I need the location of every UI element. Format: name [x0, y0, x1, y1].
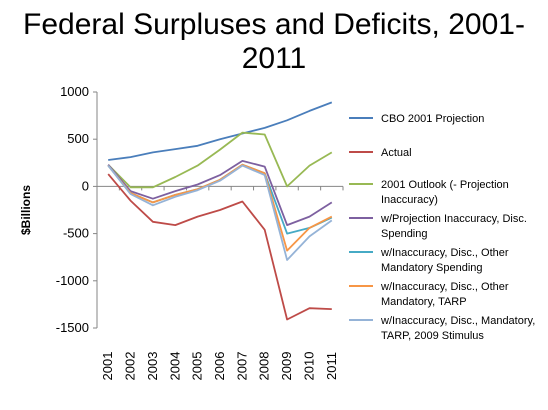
- series-line: [108, 101, 333, 161]
- x-tick-label: 2005: [190, 352, 205, 381]
- series-line: [107, 159, 333, 227]
- legend-entry-label: w/Inaccuracy, Disc., Mandatory, TARP, 200…: [380, 315, 535, 342]
- chart-axes: 1000 500 0 -500 -1000 -1500 2001 2002 2003 2004 20…: [19, 84, 344, 381]
- x-tick-label: 2008: [257, 352, 272, 381]
- legend-entry-label: CBO 2001 Projection: [381, 113, 484, 125]
- x-tick-label: 2009: [279, 352, 294, 381]
- x-tick-label: 2010: [301, 352, 316, 381]
- legend-entry-label: 2001 Outlook (- Projection Inaccuracy): [381, 179, 509, 206]
- legend-entry-label: w/Inaccuracy, Disc., Other Mandatory Spen…: [380, 247, 509, 274]
- y-axis-label: $Billions: [19, 185, 33, 235]
- chart-title: Federal Surpluses and Deficits, 2001-201…: [23, 8, 525, 75]
- series-layer: [107, 101, 333, 321]
- x-tick-label: 2003: [145, 352, 160, 381]
- x-tick-label: 2006: [212, 352, 227, 381]
- y-tick-label: -1500: [56, 320, 89, 335]
- series-line: [107, 164, 333, 261]
- y-tick-label: -1000: [56, 273, 89, 288]
- x-tick-label: 2007: [234, 352, 249, 381]
- series-line: [107, 173, 332, 321]
- y-tick-label: 1000: [60, 84, 89, 99]
- x-tick-label: 2002: [123, 352, 138, 381]
- legend-entry-label: w/Inaccuracy, Disc., Other Mandatory, TAR…: [380, 281, 509, 308]
- y-tick-label: 500: [67, 131, 89, 146]
- legend-entry-label: w/Projection Inaccuracy, Disc. Spending: [380, 213, 527, 240]
- x-tick-label: 2004: [167, 352, 182, 381]
- x-tick-label: 2011: [324, 352, 339, 380]
- series-line: [107, 131, 333, 189]
- series-line: [107, 163, 333, 252]
- legend-entry-label: Actual: [381, 147, 412, 159]
- x-tick-label: 2001: [100, 352, 115, 381]
- y-tick-label: 0: [82, 178, 89, 193]
- y-tick-label: -500: [63, 226, 89, 241]
- legend: CBO 2001 Projection Actual 2001 Outlook (-…: [349, 113, 535, 342]
